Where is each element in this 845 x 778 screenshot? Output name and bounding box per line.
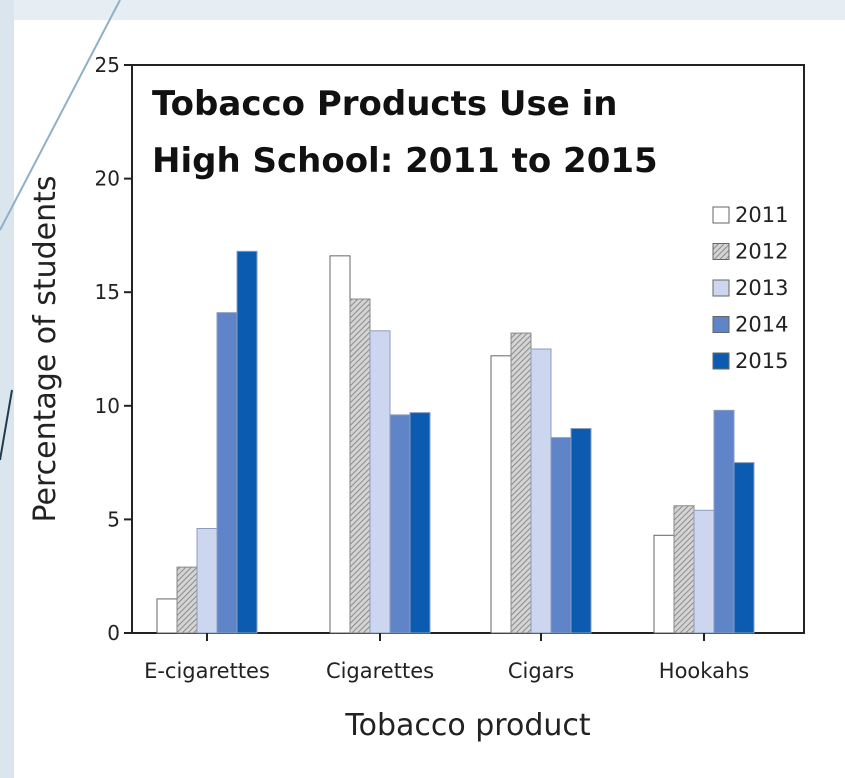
legend-label-2014: 2014 [735, 313, 788, 337]
bar-cigars-2015 [570, 428, 592, 634]
bar-cigars-2012 [510, 332, 532, 634]
plot-frame [131, 64, 805, 634]
bar-cigarettes-2012 [349, 298, 371, 634]
bar-e-cigarettes-2012 [176, 566, 198, 634]
legend-label-2013: 2013 [735, 276, 788, 300]
y-tick-label: 0 [107, 621, 120, 645]
x-tick-label: E-cigarettes [144, 659, 270, 683]
bar-e-cigarettes-2013 [196, 527, 218, 634]
y-tick-label: 15 [95, 280, 120, 304]
legend: 2011 2012 2013 2014 2015 [712, 203, 788, 373]
x-axis-labels: E-cigarettes Cigarettes Cigars Hookahs [144, 633, 749, 683]
x-tick-label: Cigarettes [326, 659, 434, 683]
bar-hookahs-2013 [693, 509, 715, 634]
legend-label-2012: 2012 [735, 240, 788, 264]
bar-cigarettes-2015 [409, 412, 431, 634]
y-tick-label: 10 [95, 394, 120, 418]
legend-swatch-2011 [712, 206, 730, 224]
bar-hookahs-2011 [653, 534, 675, 634]
x-tick-label: Cigars [508, 659, 574, 683]
bar-hookahs-2015 [733, 462, 755, 634]
legend-swatch-2012 [712, 243, 730, 260]
y-tick-label: 20 [95, 167, 120, 191]
legend-swatch-2013 [712, 279, 730, 297]
y-tick-label: 25 [95, 53, 120, 77]
bar-cigars-2013 [530, 348, 552, 634]
legend-label-2011: 2011 [735, 203, 788, 227]
legend-swatch-2015 [712, 352, 730, 370]
bar-hookahs-2014 [713, 409, 735, 634]
bars [156, 250, 755, 634]
y-tick-label: 5 [107, 507, 120, 531]
x-tick-label: Hookahs [659, 659, 749, 683]
bar-cigarettes-2011 [329, 255, 351, 634]
bar-hookahs-2012 [673, 505, 695, 634]
legend-label-2015: 2015 [735, 349, 788, 373]
bar-e-cigarettes-2014 [216, 312, 238, 634]
y-axis-ticks: 0 5 10 15 20 25 [95, 53, 132, 645]
bar-cigarettes-2014 [389, 414, 411, 634]
y-axis-title: Percentage of students [28, 175, 63, 522]
legend-swatch-2014 [712, 316, 730, 333]
bar-cigarettes-2013 [369, 330, 391, 634]
bar-e-cigarettes-2015 [236, 250, 258, 634]
bar-cigars-2011 [490, 355, 512, 634]
x-axis-title: Tobacco product [344, 708, 591, 743]
chart-title-line-2: High School: 2011 to 2015 [152, 141, 658, 181]
bar-e-cigarettes-2011 [156, 598, 178, 634]
bar-cigars-2014 [550, 437, 572, 634]
chart-title-line-1: Tobacco Products Use in [152, 84, 618, 124]
